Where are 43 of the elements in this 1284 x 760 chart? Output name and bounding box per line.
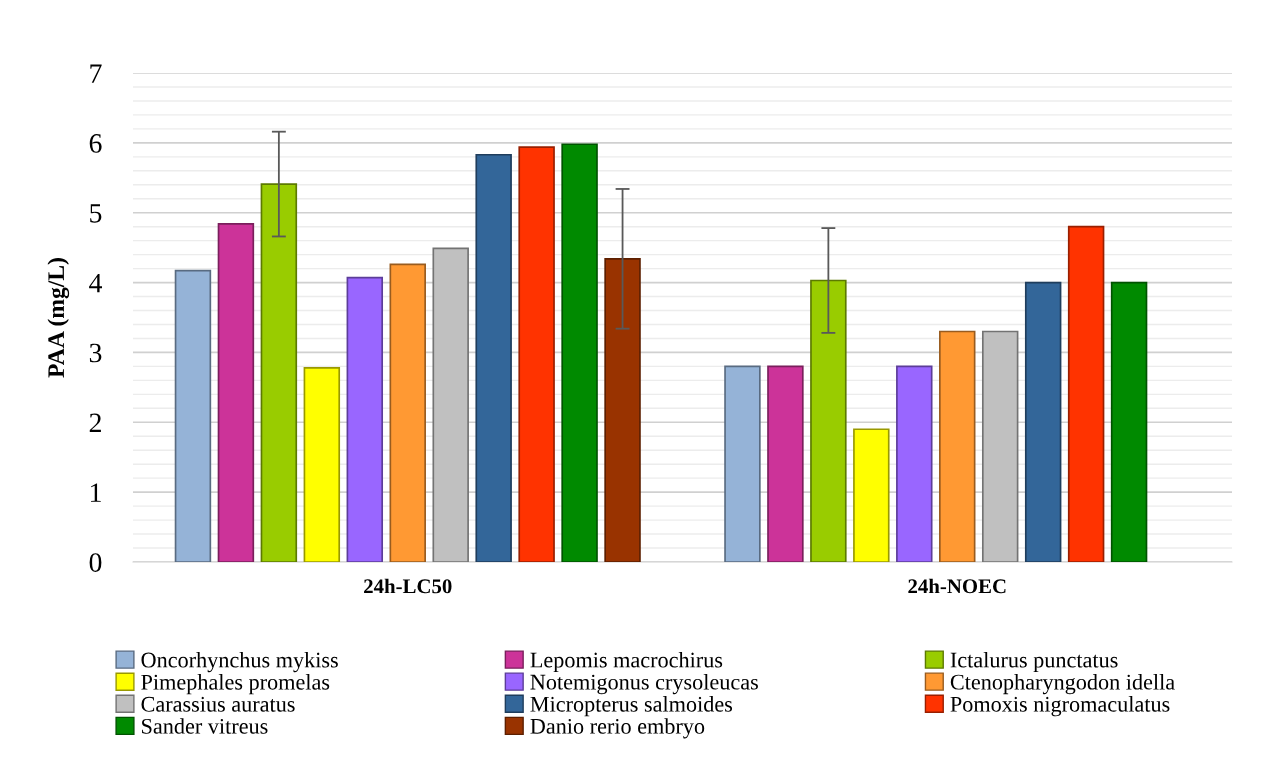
legend-label: Micropterus salmoides [530, 696, 733, 717]
bar [853, 428, 890, 562]
legend-label: Lepomis macrochirus [530, 651, 723, 673]
legend-label: Notemigonus crysoleucas [530, 673, 758, 695]
bar [810, 279, 847, 562]
bar [303, 366, 341, 562]
bar [1067, 225, 1105, 562]
bar [604, 257, 641, 562]
y-tick-label: 3 [89, 343, 102, 363]
y-tick-label: 1 [91, 483, 101, 502]
y-tick-label: 0 [89, 553, 102, 572]
y-tick-label: 2 [89, 413, 101, 432]
y-axis-title: PAA (mg/L) [47, 258, 70, 378]
legend-label: Ictalurus punctatus [950, 651, 1118, 673]
bar [174, 269, 212, 562]
x-tick-label: 24h-NOEC [908, 578, 1006, 594]
legend-label: Carassius auratus [141, 696, 295, 712]
y-tick-label: 4 [89, 273, 103, 293]
bar [767, 365, 804, 562]
bar [217, 223, 255, 562]
bar [432, 247, 469, 562]
bar [518, 146, 555, 562]
bar [939, 330, 976, 562]
bar [1110, 281, 1148, 562]
legend-label: Danio rerio embryo [530, 718, 705, 739]
legend-label: Sander vitreus [142, 718, 268, 734]
legend-label: Pimephales promelas [141, 674, 330, 695]
bar [475, 153, 512, 562]
bar [260, 183, 298, 562]
bar [981, 330, 1019, 562]
bar [724, 365, 761, 562]
bar [346, 276, 384, 562]
y-tick-label: 6 [89, 134, 102, 153]
legend-label: Ctenopharyngodon idella [950, 673, 1175, 695]
bar [389, 263, 426, 562]
y-tick-label: 5 [90, 204, 102, 223]
legend-label: Pomoxis nigromaculatus [950, 696, 1170, 717]
y-tick-label: 7 [90, 64, 102, 83]
bar [1024, 281, 1062, 562]
legend-label: Oncorhynchus mykiss [141, 651, 338, 673]
x-tick-label: 24h-LC50 [364, 578, 452, 594]
bar [896, 365, 933, 562]
bar [561, 143, 598, 562]
